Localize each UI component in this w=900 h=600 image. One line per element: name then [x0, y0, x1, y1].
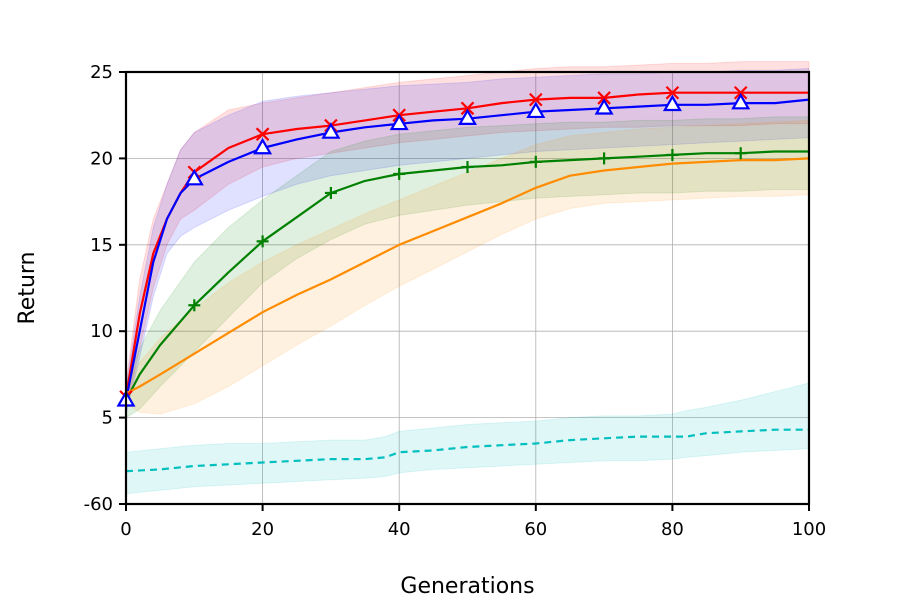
red-x-marker: [733, 85, 748, 100]
y-tick-label: 10: [90, 321, 113, 342]
red-x-marker: [460, 101, 475, 116]
x-tick-label: 0: [120, 519, 131, 540]
marker-stroke: [733, 85, 748, 100]
confidence-bands: [125, 61, 810, 495]
cyan-confidence-band: [125, 382, 810, 495]
green-plus-marker: [529, 155, 542, 168]
y-tick-label: 25: [90, 62, 113, 83]
cyan-series-line: [125, 428, 809, 473]
marker-stroke: [529, 92, 543, 107]
x-tick-label: 80: [661, 519, 684, 540]
green-plus-marker: [666, 148, 679, 161]
red-x-marker: [665, 85, 680, 100]
x-tick-label: 60: [524, 519, 547, 540]
blue-triangle-marker: [321, 122, 341, 139]
blue-triangle-marker: [594, 98, 614, 115]
plot-frame: [124, 70, 811, 506]
green-plus-marker: [324, 186, 337, 199]
axis-ticks: 0 20 40 60 80 100 -60 5 10 15 20 25: [84, 62, 827, 540]
y-tick-label: 5: [102, 408, 113, 429]
series-lines: [124, 91, 810, 473]
green-plus-marker: [393, 167, 406, 180]
green-plus-marker: [598, 152, 611, 165]
marker-stroke: [460, 101, 475, 116]
x-tick-label: 40: [388, 519, 411, 540]
y-tick-label: 20: [90, 148, 113, 169]
y-tick-label: 15: [90, 235, 113, 256]
marker-stroke: [665, 85, 680, 100]
green-plus-marker: [256, 235, 269, 248]
marker-stroke: [597, 91, 611, 105]
red-x-marker: [255, 127, 270, 141]
blue-triangle-marker: [389, 113, 409, 131]
x-tick-label: 20: [251, 519, 274, 540]
red-x-marker: [597, 91, 611, 105]
green-series-line: [125, 150, 809, 401]
blue-triangle-marker: [457, 108, 478, 125]
blue-triangle-marker: [526, 101, 546, 119]
series-markers: [116, 85, 751, 407]
green-plus-marker: [734, 147, 747, 160]
blue-triangle-marker: [731, 92, 751, 110]
red-x-marker: [529, 92, 543, 107]
y-tick-label: -60: [84, 494, 113, 515]
x-tick-label: 100: [792, 519, 826, 540]
blue-triangle-marker: [253, 137, 273, 155]
y-axis-title: Return: [15, 251, 40, 324]
orange-series-line: [125, 157, 810, 395]
blue-triangle-marker: [662, 94, 682, 112]
green-plus-marker: [461, 161, 474, 174]
marker-stroke: [255, 127, 270, 141]
green-plus-marker: [188, 299, 201, 312]
blue-triangle-marker: [184, 168, 204, 186]
x-axis-title: Generations: [400, 574, 534, 599]
